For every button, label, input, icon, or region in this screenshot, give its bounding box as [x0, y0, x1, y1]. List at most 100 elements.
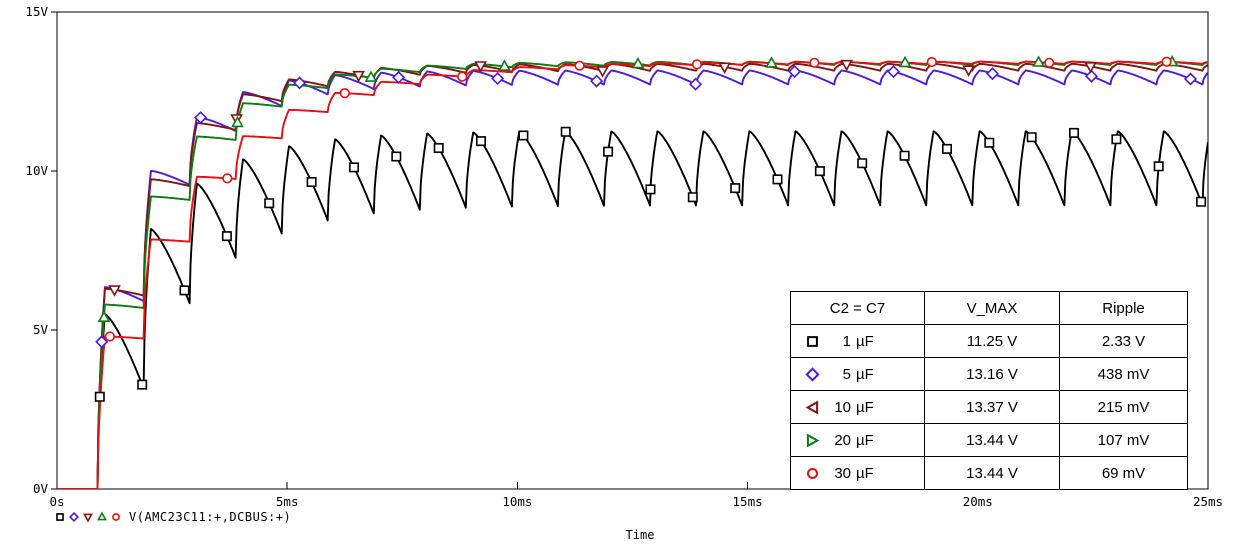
square-marker [1069, 127, 1079, 138]
trace-legend-markers [56, 511, 120, 523]
square-marker [179, 285, 190, 296]
col-header-vmax: V_MAX [924, 291, 1060, 325]
square-marker [349, 162, 359, 173]
col-header-capacitance: C2 = C7 [790, 291, 925, 325]
square-marker [94, 391, 105, 402]
circle-glyph [806, 467, 819, 479]
cell-capacitance: 30 µF [790, 456, 925, 490]
trace-signal-label: V(AMC23C11:+,DCBUS:+) [129, 510, 292, 524]
tri-down-marker [596, 66, 609, 78]
legend-circle-marker [112, 513, 120, 521]
diamond-marker [95, 335, 109, 349]
y-tick-label: 15V [25, 4, 48, 19]
square-marker [1153, 161, 1164, 172]
tri-down-marker [1084, 62, 1097, 74]
y-axis-ticks: 0V 5V 10V 15V [25, 4, 57, 496]
cell-ripple: 438 mV [1059, 357, 1188, 391]
diamond-marker [788, 64, 802, 79]
diamond-marker [1183, 72, 1198, 86]
square-marker [942, 143, 952, 154]
results-table: C2 = C7 V_MAX Ripple 1 µF 11.25 V 2.33 V 5 µF… [790, 291, 1188, 490]
square-marker [687, 192, 698, 203]
diamond-marker [985, 67, 1000, 81]
tri-up-marker [1032, 55, 1045, 67]
square-glyph [807, 335, 818, 347]
square-marker [603, 146, 614, 157]
x-tick-label: 10ms [502, 494, 532, 509]
cell-vmax: 13.44 V [924, 456, 1060, 490]
capacitance-label-group: 1 µF [791, 333, 924, 350]
square-marker [857, 158, 868, 169]
cell-ripple: 2.33 V [1059, 324, 1188, 358]
circle-marker [104, 331, 116, 342]
tri-right-glyph [806, 433, 820, 447]
capacitance-value: 5 [842, 365, 851, 383]
square-marker [264, 198, 275, 209]
diamond-marker [293, 76, 307, 90]
cell-vmax: 11.25 V [924, 324, 1060, 358]
tri-up-marker [364, 70, 378, 82]
square-marker [221, 231, 232, 242]
circle-marker [457, 71, 468, 82]
square-marker [476, 136, 486, 147]
circle-marker [926, 56, 937, 68]
circle-marker [809, 57, 820, 68]
cell-capacitance: 10 µF [790, 390, 925, 424]
tri-up-marker [97, 310, 111, 323]
tri-up-marker [231, 115, 244, 128]
square-marker [899, 150, 910, 161]
cell-vmax: 13.16 V [924, 357, 1060, 391]
table-row: 5 µF 13.16 V 438 mV [790, 357, 1188, 391]
trace-1µF [57, 130, 1208, 489]
table-row: 30 µF 13.44 V 69 mV [790, 456, 1188, 490]
legend-tri-down-marker [83, 513, 93, 523]
square-marker [518, 130, 529, 141]
cell-capacitance: 5 µF [790, 357, 925, 391]
table-row: 10 µF 13.37 V 215 mV [790, 390, 1188, 424]
capacitance-label-group: 5 µF [791, 366, 924, 383]
circle-marker [691, 59, 703, 70]
capacitance-value: 30 [834, 464, 851, 482]
y-tick-label: 10V [25, 163, 48, 178]
tri-down-marker [108, 285, 121, 297]
cell-capacitance: 1 µF [790, 324, 925, 358]
square-marker [1111, 134, 1122, 145]
tri-up-marker [498, 59, 511, 71]
trace-30µF [57, 60, 1208, 489]
capacitance-value: 1 [842, 332, 851, 350]
trace-markers-5µF [95, 64, 1198, 349]
tri-down-marker [962, 65, 975, 77]
cell-ripple: 107 mV [1059, 423, 1188, 457]
trace-20µF [57, 60, 1208, 489]
diamond-marker [590, 74, 604, 88]
trace-markers [94, 54, 1207, 402]
tri-down-marker [352, 70, 365, 83]
square-marker [306, 177, 317, 187]
tri-down-marker [718, 62, 731, 74]
square-marker [772, 174, 783, 185]
tri-up-marker [765, 56, 778, 68]
diamond-marker [689, 77, 703, 91]
tri-left-glyph [805, 400, 819, 414]
circle-marker [339, 88, 350, 99]
diamond-marker [1084, 69, 1099, 83]
y-tick-label: 5V [33, 322, 49, 337]
diamond-marker [491, 71, 505, 86]
tri-right-icon [806, 433, 820, 447]
cell-vmax: 13.44 V [924, 423, 1060, 457]
square-marker [560, 126, 571, 137]
trace-markers-10µF [108, 59, 1097, 297]
capacitance-unit: µF [856, 398, 874, 416]
trace-markers-1µF [94, 126, 1207, 402]
capacitance-value: 10 [834, 398, 851, 416]
capacitance-label-group: 20 µF [791, 432, 924, 449]
diamond-marker [886, 65, 901, 79]
legend-diamond-marker [68, 511, 80, 523]
trace-5µF [57, 69, 1208, 489]
circle-marker [1161, 56, 1172, 67]
square-marker [645, 184, 656, 195]
capacitance-unit: µF [856, 365, 874, 383]
plot-border [56, 11, 1209, 490]
cell-capacitance: 20 µF [790, 423, 925, 457]
